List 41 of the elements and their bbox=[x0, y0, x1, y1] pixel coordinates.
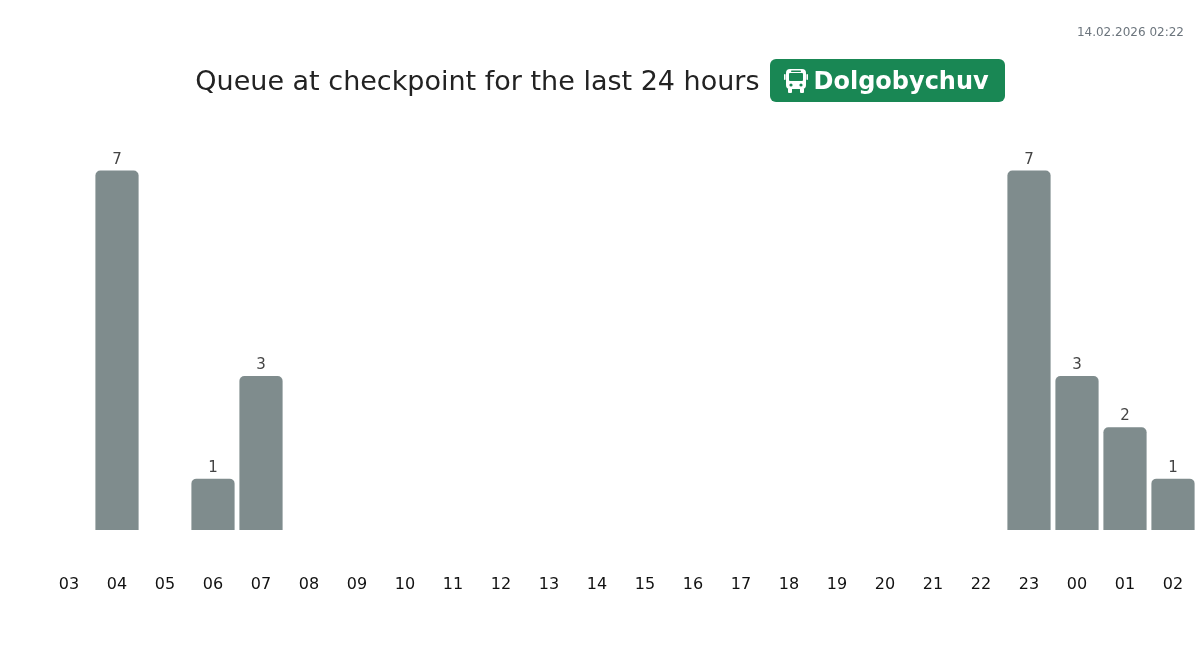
x-tick-label: 01 bbox=[1114, 574, 1136, 593]
x-tick-label: 16 bbox=[682, 574, 704, 593]
bar bbox=[239, 375, 283, 530]
data-label: 2 bbox=[1120, 406, 1130, 425]
x-tick-label: 12 bbox=[490, 574, 512, 593]
bar bbox=[1151, 478, 1195, 530]
data-label: 1 bbox=[1168, 457, 1178, 476]
data-label: 7 bbox=[1024, 149, 1034, 168]
bar bbox=[1055, 375, 1099, 530]
x-tick-label: 03 bbox=[58, 574, 80, 593]
x-tick-label: 09 bbox=[346, 574, 368, 593]
bar bbox=[191, 478, 235, 530]
x-tick-label: 06 bbox=[202, 574, 224, 593]
x-tick-label: 04 bbox=[106, 574, 128, 593]
bar bbox=[1007, 170, 1051, 530]
x-tick-label: 10 bbox=[394, 574, 416, 593]
bar bbox=[1103, 427, 1147, 530]
chart-subtitle: Dolgobychuv bbox=[813, 66, 989, 95]
x-tick-label: 05 bbox=[154, 574, 176, 593]
x-tick-label: 20 bbox=[874, 574, 896, 593]
x-tick-label: 00 bbox=[1066, 574, 1088, 593]
x-tick-label: 23 bbox=[1018, 574, 1040, 593]
data-label: 3 bbox=[1072, 354, 1082, 373]
data-label: 1 bbox=[208, 457, 218, 476]
x-tick-label: 08 bbox=[298, 574, 320, 593]
x-tick-label: 18 bbox=[778, 574, 800, 593]
x-tick-label: 17 bbox=[730, 574, 752, 593]
x-tick-label: 15 bbox=[634, 574, 656, 593]
chart-title: Queue at checkpoint for the last 24 hours bbox=[195, 65, 760, 96]
bar bbox=[95, 170, 139, 530]
x-tick-label: 13 bbox=[538, 574, 560, 593]
data-label: 7 bbox=[112, 149, 122, 168]
x-tick-label: 11 bbox=[442, 574, 464, 593]
x-tick-label: 21 bbox=[922, 574, 944, 593]
data-label: 3 bbox=[256, 354, 266, 373]
x-tick-label: 22 bbox=[970, 574, 992, 593]
x-tick-label: 19 bbox=[826, 574, 848, 593]
x-tick-label: 07 bbox=[250, 574, 272, 593]
text: 14.02.2026 02:22 bbox=[1076, 25, 1184, 40]
x-tick-label: 02 bbox=[1162, 574, 1184, 593]
x-tick-label: 14 bbox=[586, 574, 608, 593]
